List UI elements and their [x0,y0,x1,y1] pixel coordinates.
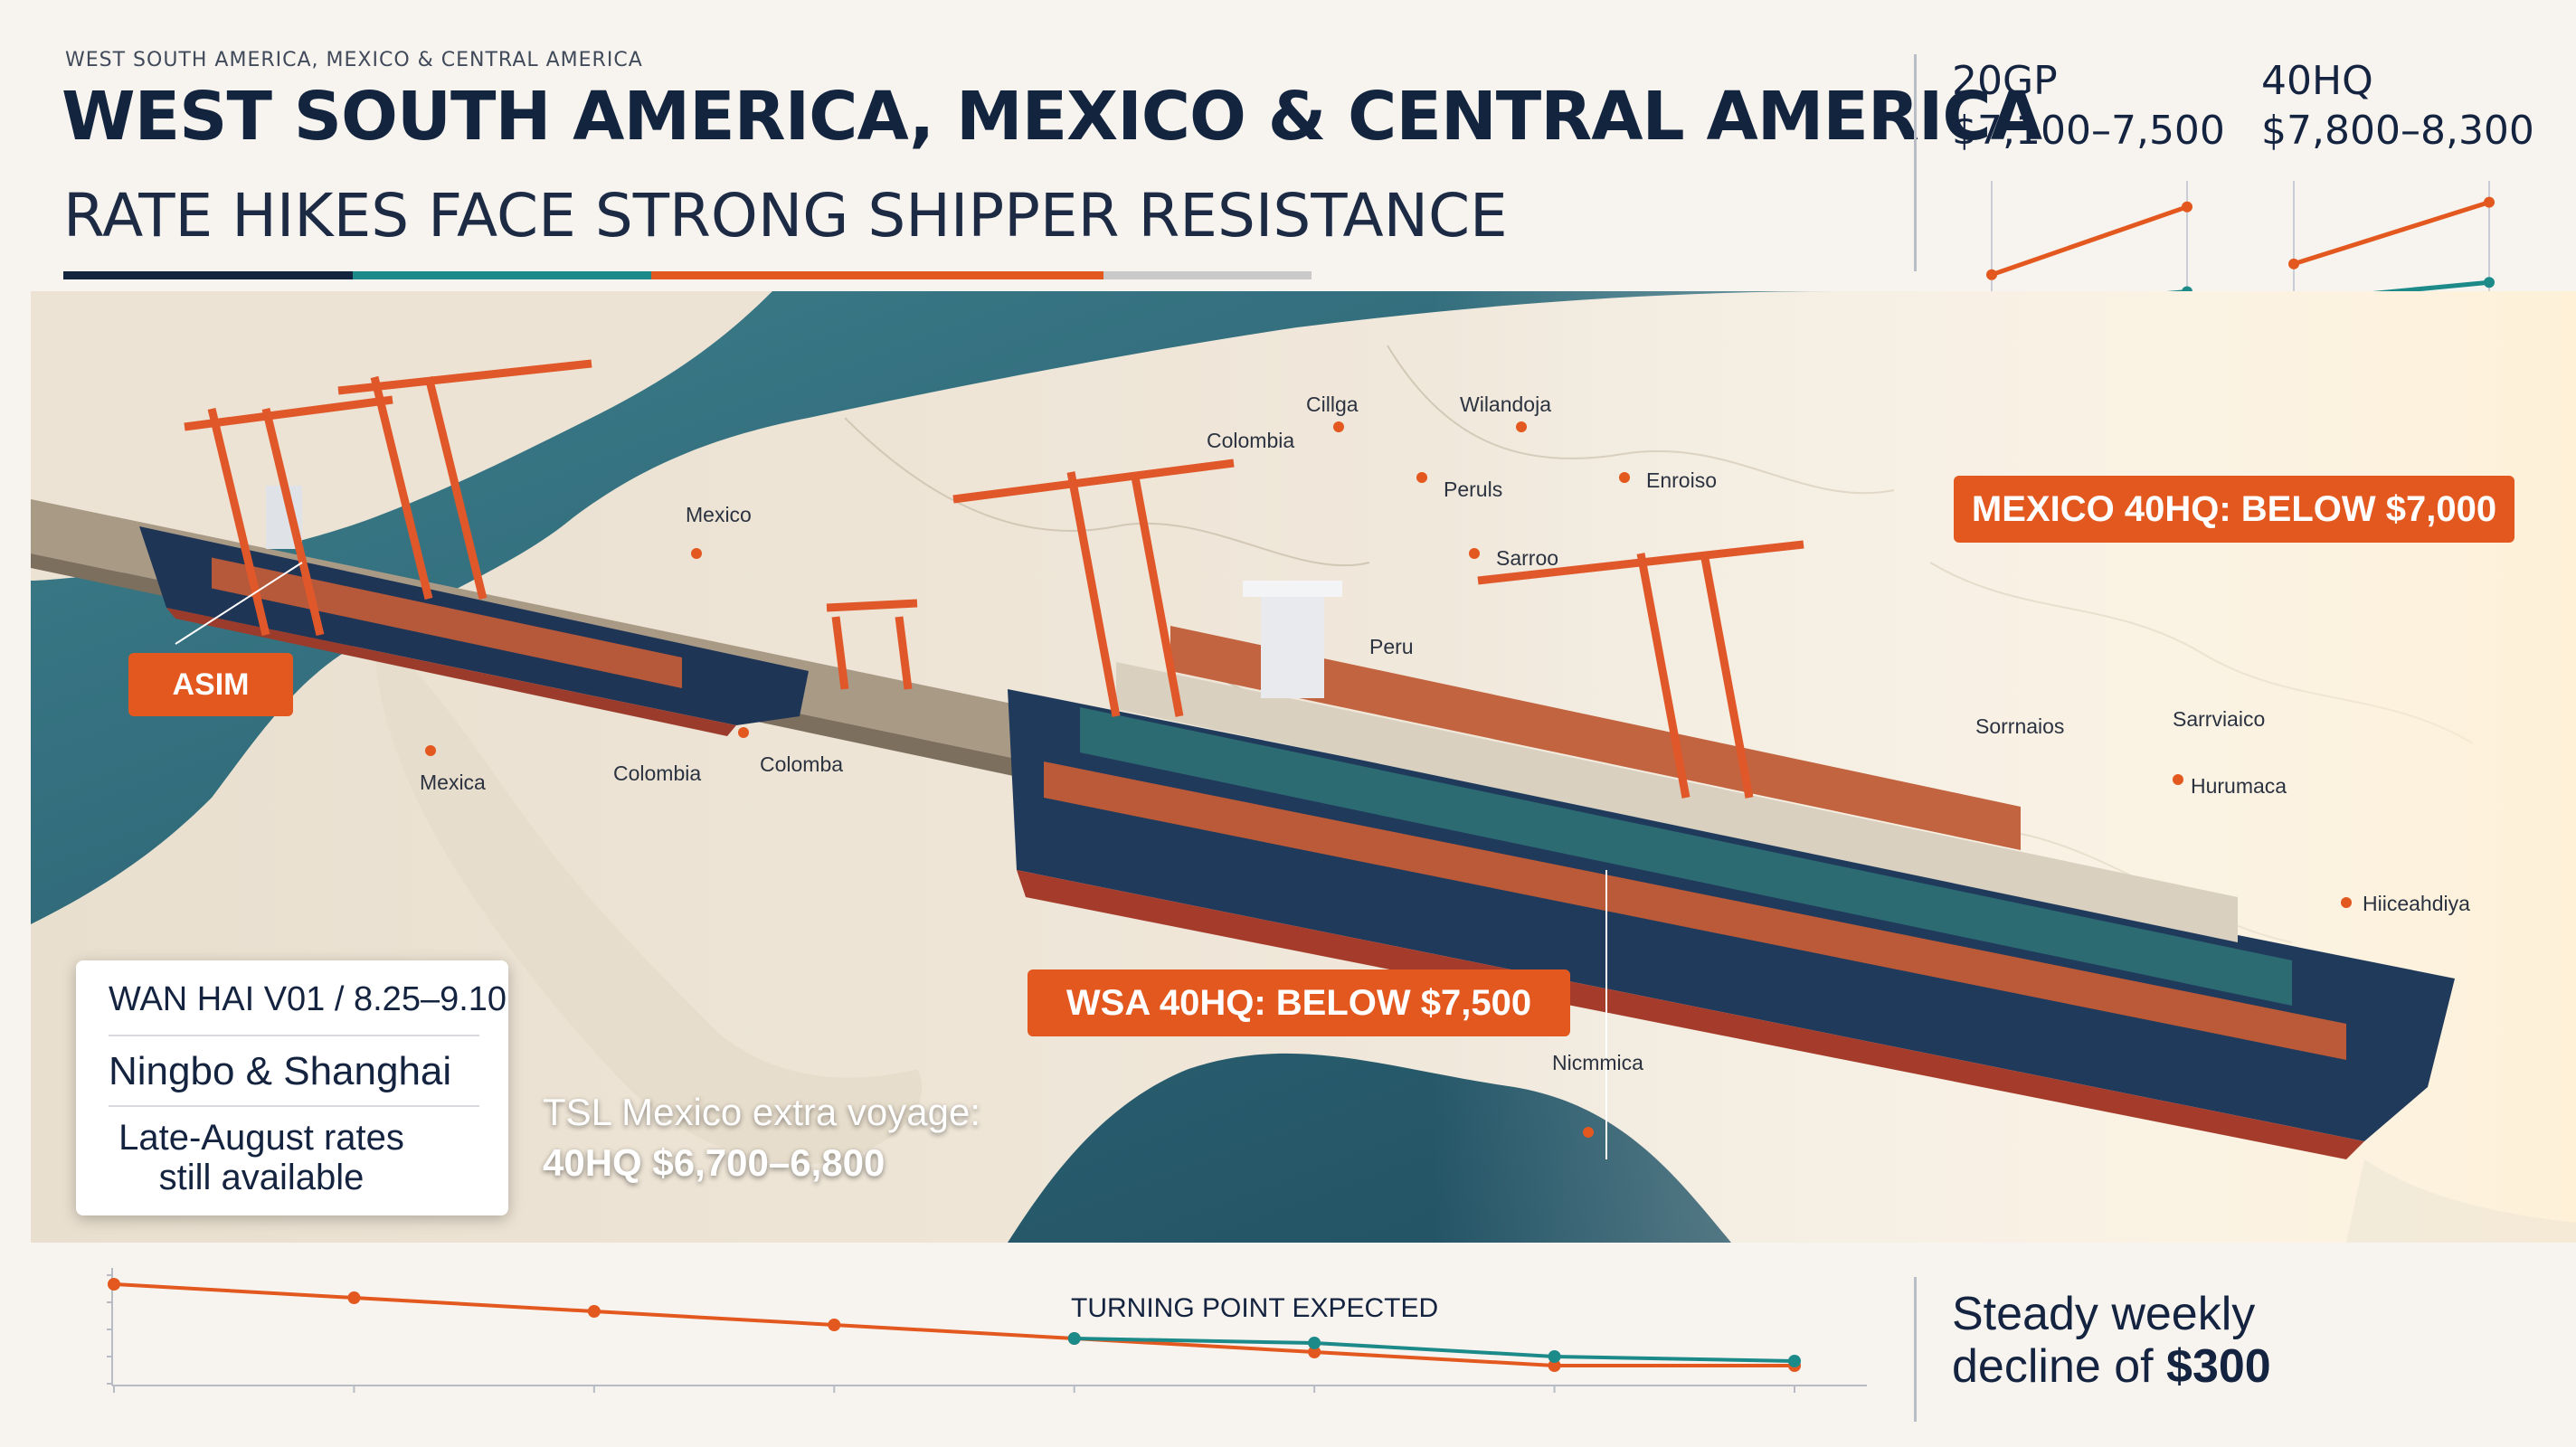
trend-series-point [1308,1346,1321,1358]
place-label: Hurumaca [2191,774,2287,798]
place-label: Wilandoja [1460,392,1551,416]
rate-40hq-label: 40HQ [2261,58,2373,104]
turning-point-annotation: TURNING POINT EXPECTED [1071,1293,1438,1323]
trend-series-line [1074,1337,1795,1363]
header-divider [1914,54,1917,271]
rate-20gp-range: $7,100–7,500 [1952,108,2225,154]
mini-series-point [2288,258,2299,270]
place-label: Enroiso [1646,468,1717,492]
asim-tag: ASIM [128,653,293,716]
vessel-info-card: WAN HAI V01 / 8.25–9.10 Ningbo & Shangha… [76,960,508,1215]
vessel-schedule: WAN HAI V01 / 8.25–9.10 [109,980,507,1018]
rate-40hq-range: $7,800–8,300 [2261,108,2534,154]
trend-series-point [347,1291,361,1304]
mini-series-point [2484,277,2495,288]
place-label: Sorrnaios [1975,714,2065,738]
place-label: Peruls [1444,478,1503,501]
place-label: Mexica [420,771,486,794]
callout-lines [175,562,1607,1159]
map-illustration [31,291,2576,1243]
ship-wake [2346,1159,2576,1243]
place-label: Nicmmica [1552,1051,1643,1074]
trend-series-point [108,1278,120,1291]
place-label: Sarroo [1496,546,1559,570]
card-divider [109,1035,479,1036]
trend-series-point [587,1305,601,1318]
place-label: Colombia [613,761,702,785]
steady-line2: decline of $300 [1952,1340,2271,1393]
trend-series [108,1278,1801,1372]
trend-series-point [1548,1359,1561,1372]
page-subtitle: RATE HIKES FACE STRONG SHIPPER RESISTANC… [63,181,1508,251]
trend-series-line [113,1282,1795,1367]
mini-series-point [1986,269,1997,280]
place-label: Colombia [1207,429,1295,452]
location-pins [425,421,2352,1138]
mini-series-line [1991,204,2188,278]
wsa-40hq-tag: WSA 40HQ: BELOW $7,500 [1028,969,1570,1036]
tsl-line1: TSL Mexico extra voyage: [543,1091,980,1133]
steady-value: $300 [2166,1340,2271,1393]
place-label: Mexico [686,503,752,526]
kicker-text: WEST SOUTH AMERICA, MEXICO & CENTRAL AME… [65,49,643,71]
place-label: Colomba [760,752,844,776]
steady-prefix: decline of [1952,1340,2167,1393]
bottom-divider [1914,1277,1917,1422]
tsl-line2: 40HQ $6,700–6,800 [543,1141,886,1184]
vessel-ports: Ningbo & Shanghai [109,1049,452,1093]
vessel-note: Late-August rates still available [76,1118,447,1197]
mini-series-point [2484,196,2495,208]
steady-decline-note: Steady weekly decline of $300 [1952,1288,2271,1393]
page-title: WEST SOUTH AMERICA, MEXICO & CENTRAL AME… [62,78,2042,156]
place-label: Hiiceahdiya [2363,892,2470,915]
tsl-extra-voyage: TSL Mexico extra voyage: 40HQ $6,700–6,8… [543,1087,980,1188]
container-ship-large [1008,581,2455,1159]
vessel-note-line2: still available [158,1158,365,1197]
trend-series-point [828,1319,841,1331]
port-map-hero: Cillga Wilandoja Colombia Mexico Peruls … [31,291,2576,1243]
title-accent-rule [63,271,1312,279]
mini-series-line [2293,200,2490,267]
trend-y-ticks [107,1274,1795,1393]
trend-series-point [1788,1355,1801,1367]
trend-series-point [1308,1337,1321,1349]
rate-20gp-label: 20GP [1952,58,2058,104]
rate-20gp: 20GP $7,100–7,500 [1952,56,2225,156]
place-label: Sarrviaico [2173,707,2266,731]
trend-series-point [1067,1332,1081,1345]
trend-series-point [1548,1350,1561,1363]
place-label: Cillga [1306,392,1359,416]
vessel-note-line1: Late-August rates [118,1118,404,1158]
rate-40hq: 40HQ $7,800–8,300 [2261,56,2534,156]
mini-series-point [2182,201,2192,213]
mexico-40hq-tag: MEXICO 40HQ: BELOW $7,000 [1954,476,2514,543]
place-label: Peru [1369,635,1414,658]
card-divider [109,1105,479,1107]
steady-line1: Steady weekly [1952,1288,2256,1340]
weekly-trend-chart: TURNING POINT EXPECTED [107,1268,1867,1393]
port-cranes [184,359,1804,799]
